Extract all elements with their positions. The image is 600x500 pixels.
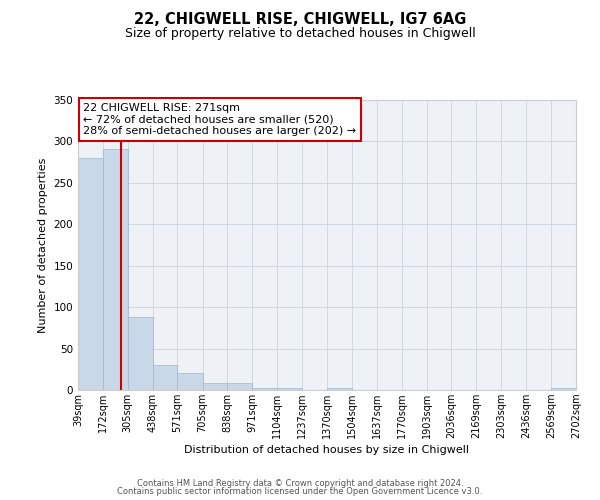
X-axis label: Distribution of detached houses by size in Chigwell: Distribution of detached houses by size … [185,446,470,456]
Bar [178,374,203,390]
Text: 22 CHIGWELL RISE: 271sqm
← 72% of detached houses are smaller (520)
28% of semi-: 22 CHIGWELL RISE: 271sqm ← 72% of detach… [83,103,356,136]
Bar [128,317,152,390]
Bar [203,384,227,390]
Text: Contains HM Land Registry data © Crown copyright and database right 2024.: Contains HM Land Registry data © Crown c… [137,478,463,488]
Bar [252,388,277,390]
Bar [227,382,252,390]
Y-axis label: Number of detached properties: Number of detached properties [38,158,48,332]
Bar [327,388,352,390]
Bar [277,388,302,390]
Text: Size of property relative to detached houses in Chigwell: Size of property relative to detached ho… [125,28,475,40]
Bar [78,158,103,390]
Text: 22, CHIGWELL RISE, CHIGWELL, IG7 6AG: 22, CHIGWELL RISE, CHIGWELL, IG7 6AG [134,12,466,28]
Bar [152,365,178,390]
Text: Contains public sector information licensed under the Open Government Licence v3: Contains public sector information licen… [118,487,482,496]
Bar [103,149,128,390]
Bar [551,388,576,390]
